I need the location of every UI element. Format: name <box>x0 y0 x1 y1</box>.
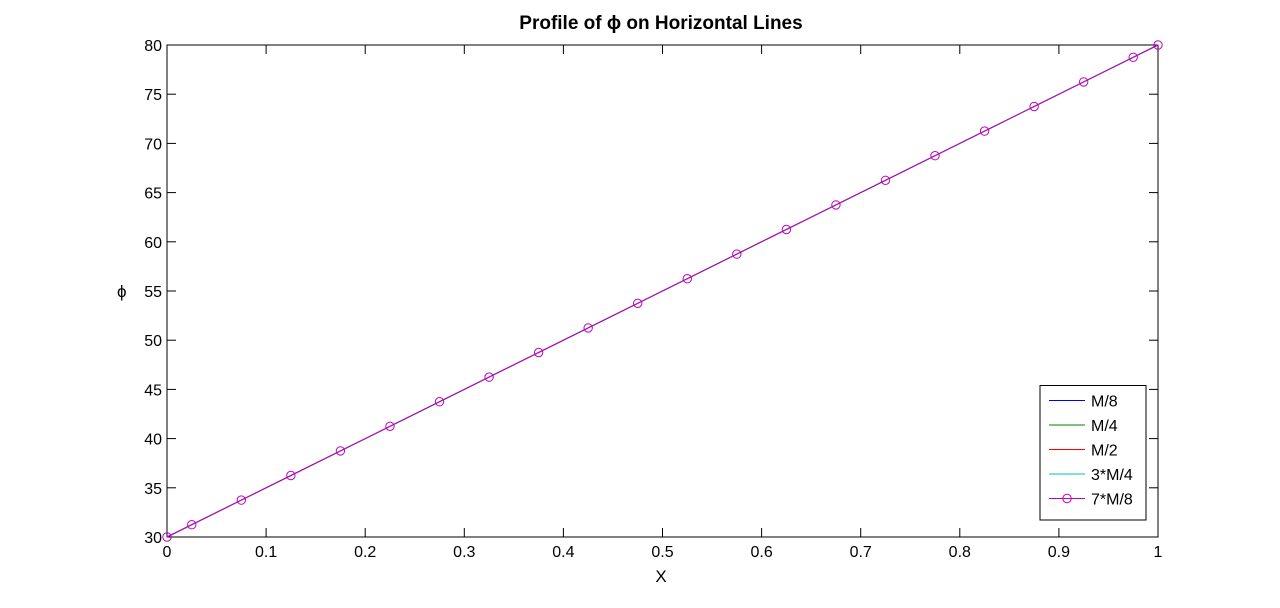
y-axis-label: ϕ <box>117 282 127 301</box>
data-point <box>583 323 593 333</box>
y-tick-label: 50 <box>144 333 162 350</box>
legend: M/8 M/4 M/2 3*M/4 7*M/8 <box>1039 385 1147 521</box>
chart-title: Profile of ϕ on Horizontal Lines <box>519 13 802 34</box>
data-point <box>533 347 544 358</box>
x-tick-labels: 0 0.1 0.2 0.3 0.4 0.5 0.6 0.7 0.8 0.9 1 <box>163 544 1163 561</box>
x-tick-label: 0.6 <box>750 544 772 561</box>
legend-item: M/4 <box>1049 418 1118 435</box>
series-line <box>166 44 1159 538</box>
legend-item: 3*M/4 <box>1049 467 1133 484</box>
data-point <box>187 520 197 530</box>
legend-label: 3*M/4 <box>1091 467 1133 484</box>
x-tick-label: 0.2 <box>354 544 376 561</box>
data-point <box>930 151 940 161</box>
y-tick-label: 30 <box>144 530 162 547</box>
data-point <box>162 532 172 542</box>
legend-label: M/4 <box>1091 418 1118 435</box>
y-tick-label: 70 <box>144 136 162 153</box>
y-tick-label: 80 <box>144 38 162 55</box>
axis-ticks <box>166 44 1159 538</box>
y-tick-label: 55 <box>144 284 162 301</box>
x-tick-label: 0.4 <box>552 544 574 561</box>
x-tick-label: 1 <box>1154 544 1163 561</box>
data-point <box>732 249 742 259</box>
legend-box <box>1039 385 1147 521</box>
y-tick-label: 35 <box>144 481 162 498</box>
data-point <box>781 224 792 235</box>
y-tick-label: 75 <box>144 87 162 104</box>
x-tick-label: 0.9 <box>1048 544 1070 561</box>
y-tick-labels: 30 35 40 45 50 55 60 65 70 75 80 <box>144 38 162 547</box>
data-point <box>1153 40 1163 50</box>
x-tick-label: 0.1 <box>255 544 277 561</box>
data-point <box>484 372 494 382</box>
data-point <box>236 495 247 505</box>
legend-label: M/8 <box>1091 394 1118 411</box>
y-tick-label: 40 <box>144 432 162 449</box>
data-point <box>1029 101 1039 112</box>
data-point <box>633 298 643 308</box>
data-point <box>831 200 841 210</box>
legend-item: 7*M/8 <box>1049 492 1133 509</box>
series-layer <box>162 40 1163 542</box>
y-tick-label: 45 <box>144 382 162 399</box>
data-point <box>1078 77 1089 87</box>
data-point <box>880 175 891 186</box>
x-tick-label: 0.5 <box>651 544 673 561</box>
data-point <box>979 126 990 136</box>
x-axis-label: X <box>655 567 666 586</box>
series-5 <box>162 40 1163 542</box>
x-tick-label: 0.7 <box>850 544 872 561</box>
data-point <box>335 446 346 456</box>
data-point <box>286 470 296 481</box>
data-point <box>682 274 692 284</box>
x-tick-label: 0.8 <box>949 544 971 561</box>
y-tick-label: 65 <box>144 186 162 203</box>
x-tick-label: 0.3 <box>453 544 475 561</box>
legend-item: M/2 <box>1049 443 1118 460</box>
data-point <box>1128 52 1138 62</box>
data-point <box>434 397 445 407</box>
data-point <box>385 421 395 431</box>
y-tick-label: 60 <box>144 235 162 252</box>
legend-label: M/2 <box>1091 443 1118 460</box>
legend-marker <box>1062 493 1072 504</box>
legend-item: M/8 <box>1049 394 1118 411</box>
legend-label: 7*M/8 <box>1091 492 1133 509</box>
x-tick-label: 0 <box>163 544 172 561</box>
